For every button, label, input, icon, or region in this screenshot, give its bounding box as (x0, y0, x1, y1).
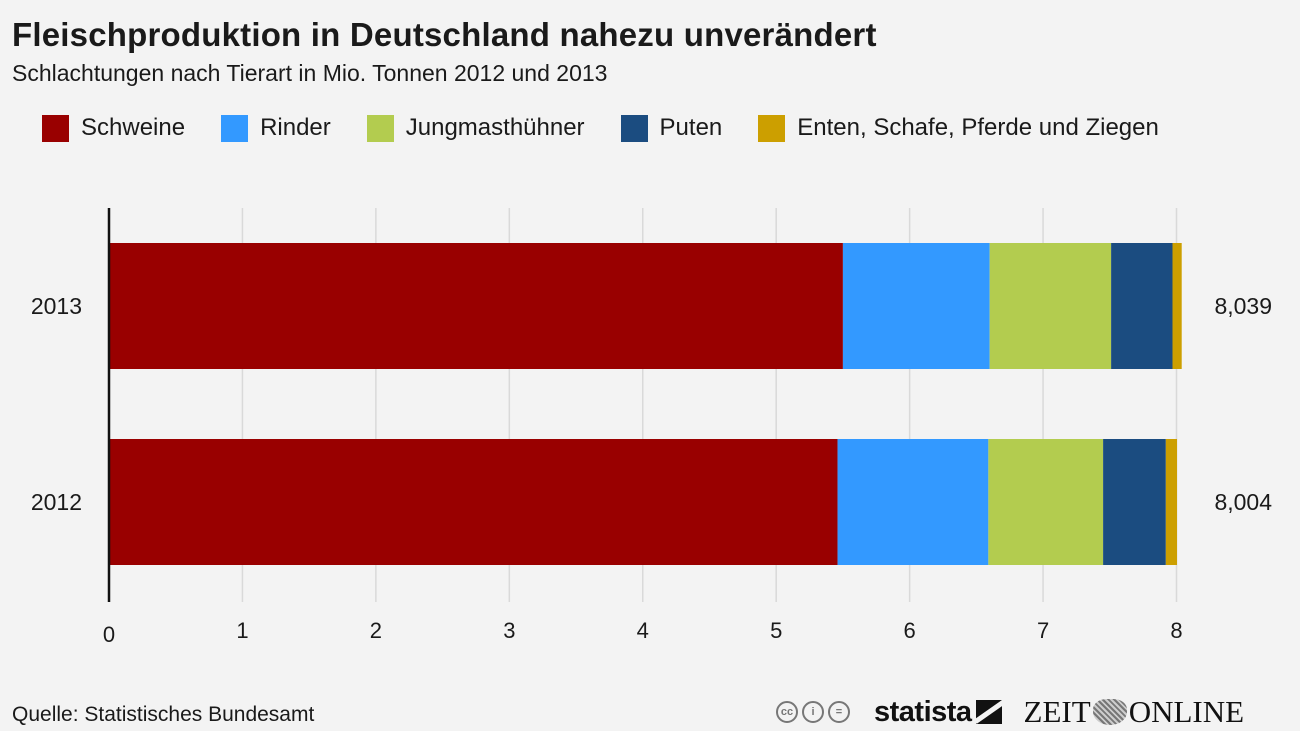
bar-segment-rinder (837, 439, 989, 565)
zeit-online-logo: ZEIT ONLINE (1024, 694, 1245, 730)
x-tick-label: 7 (1037, 618, 1049, 643)
legend-label: Puten (659, 114, 723, 141)
zeit-crest-icon (1092, 699, 1127, 725)
statista-mark-icon (975, 700, 1002, 724)
x-tick-label: 1 (236, 618, 248, 643)
total-data-label: 8,004 (1214, 489, 1272, 515)
legend-label: Enten, Schafe, Pferde und Ziegen (797, 114, 1159, 141)
source-note: Quelle: Statistisches Bundesamt (12, 703, 315, 726)
zeit-wordmark-left: ZEIT (1023, 694, 1091, 729)
legend-item-jungmasthuehner: Jungmasthühner (366, 114, 585, 142)
statista-logo: statista (874, 696, 1002, 729)
legend-swatch (42, 114, 69, 142)
x-tick-label: 3 (503, 618, 515, 643)
x-tick-label: 8 (1170, 618, 1182, 643)
legend-swatch (620, 114, 648, 142)
legend-item-puten: Puten (620, 114, 723, 142)
legend-swatch (366, 114, 394, 142)
bar-segment-schweine (109, 439, 838, 565)
bar-segment-rinder (842, 243, 990, 369)
y-category-label: 2012 (31, 489, 82, 515)
x-tick-label: 0 (103, 622, 115, 647)
bar-segment-puten (1111, 243, 1173, 369)
x-tick-label: 2 (370, 618, 382, 643)
footer-logos: cc i = statista ZEIT ONLINE (776, 694, 1244, 730)
x-tick-label: 5 (770, 618, 782, 643)
chart-title: Fleischproduktion in Deutschland nahezu … (12, 16, 877, 53)
cc-icon: cc (776, 701, 798, 723)
bar-segment-enten-schafe-pferde-und-ziegen (1172, 243, 1182, 369)
x-tick-label: 6 (904, 618, 916, 643)
legend-swatch (221, 114, 249, 142)
x-tick-label: 4 (637, 618, 649, 643)
legend-item-enten-schafe-pferde-ziegen: Enten, Schafe, Pferde und Ziegen (758, 114, 1159, 142)
bar-segment-jungmasthühner (988, 439, 1104, 565)
bar-segment-schweine (109, 243, 843, 369)
chart-subtitle: Schlachtungen nach Tierart in Mio. Tonne… (12, 60, 608, 86)
legend-swatch (758, 114, 786, 142)
total-data-label: 8,039 (1214, 293, 1272, 319)
legend-label: Jungmasthühner (405, 114, 585, 141)
y-category-label: 2013 (31, 293, 82, 319)
by-icon: i (802, 701, 824, 723)
legend: Schweine Rinder Jungmasthühner Puten Ent… (42, 114, 1195, 142)
nd-icon: = (828, 701, 850, 723)
legend-item-rinder: Rinder (221, 114, 331, 142)
bar-segment-puten (1103, 439, 1166, 565)
legend-label: Schweine (81, 114, 186, 141)
bar-segment-enten-schafe-pferde-und-ziegen (1165, 439, 1178, 565)
zeit-wordmark-right: ONLINE (1128, 694, 1245, 729)
bar-segment-jungmasthühner (989, 243, 1112, 369)
legend-item-schweine: Schweine (42, 114, 185, 142)
statista-wordmark: statista (874, 695, 972, 728)
legend-label: Rinder (260, 114, 331, 141)
